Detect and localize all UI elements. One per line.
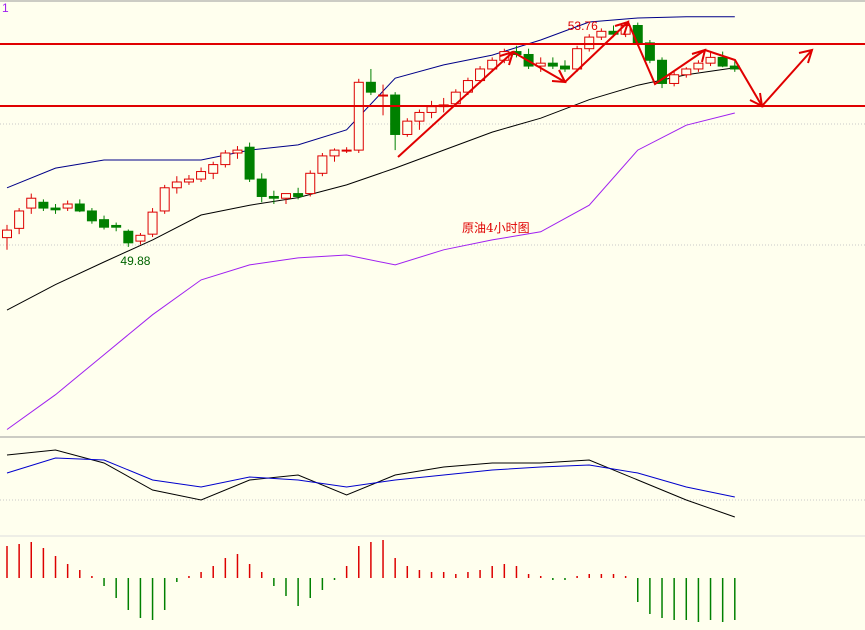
arrow-head (614, 20, 630, 36)
candle-body (26, 197, 37, 209)
corner-label: 1 (2, 1, 9, 15)
candle-body (414, 111, 425, 122)
candle-body (208, 164, 219, 174)
candle-body (559, 65, 570, 70)
candle-body (183, 178, 194, 183)
candle-body (353, 81, 364, 151)
candle-body (584, 36, 595, 50)
candle-body (38, 201, 49, 209)
candle-body (378, 94, 389, 97)
candle-body (147, 211, 158, 235)
candle-body (86, 210, 97, 222)
arrow-head (798, 48, 814, 64)
candle-body (2, 229, 12, 239)
candle-body (341, 149, 352, 152)
candle-body (657, 59, 668, 84)
candle-body (365, 81, 376, 93)
candle-body (159, 187, 170, 212)
candle-body (14, 210, 25, 229)
candle-body (329, 149, 340, 157)
candle-body (426, 106, 437, 113)
candle-body (62, 203, 73, 209)
candle-body (280, 193, 291, 199)
chart-title: 原油4小时图 (462, 221, 530, 235)
price-label: 49.88 (120, 254, 150, 268)
candle-body (693, 62, 704, 70)
candle-body (705, 56, 716, 64)
candle-body (256, 178, 267, 197)
macd-line (6, 449, 735, 518)
candle-body (547, 62, 558, 67)
candle-body (135, 234, 146, 242)
candle-body (50, 207, 61, 211)
candle-body (402, 120, 413, 135)
candle-body (572, 48, 583, 70)
trend-arrows (397, 20, 814, 158)
candle-body (644, 42, 655, 61)
candle-body (717, 56, 728, 67)
candle-body (99, 219, 110, 228)
candle-body (390, 94, 401, 135)
candle-body (596, 30, 607, 38)
candle-body (196, 171, 207, 180)
candle-body (475, 68, 486, 82)
candle-body (111, 224, 122, 228)
candle-body (305, 172, 316, 195)
candle-body (220, 152, 231, 166)
candle-body (74, 203, 85, 212)
arrow-head (749, 92, 764, 108)
candle-body (293, 193, 304, 197)
price-label: 53.76 (568, 19, 598, 33)
arrow-head (691, 48, 707, 63)
trend-path (397, 20, 813, 158)
candle-body (487, 59, 498, 70)
arrow-head (551, 69, 567, 84)
candle-body (317, 155, 328, 174)
candle-body (681, 68, 692, 76)
candle-body (123, 230, 134, 244)
overlay-line (6, 16, 735, 189)
candle-body (268, 195, 279, 199)
candle-body (171, 181, 182, 189)
candle-body (632, 25, 643, 44)
arrow-head (499, 50, 515, 66)
overlay-line (6, 67, 735, 311)
candle-body (669, 74, 680, 84)
candle-body (232, 149, 243, 154)
overlay-line (6, 112, 735, 430)
macd-line (6, 457, 735, 498)
candle-body (244, 146, 255, 180)
